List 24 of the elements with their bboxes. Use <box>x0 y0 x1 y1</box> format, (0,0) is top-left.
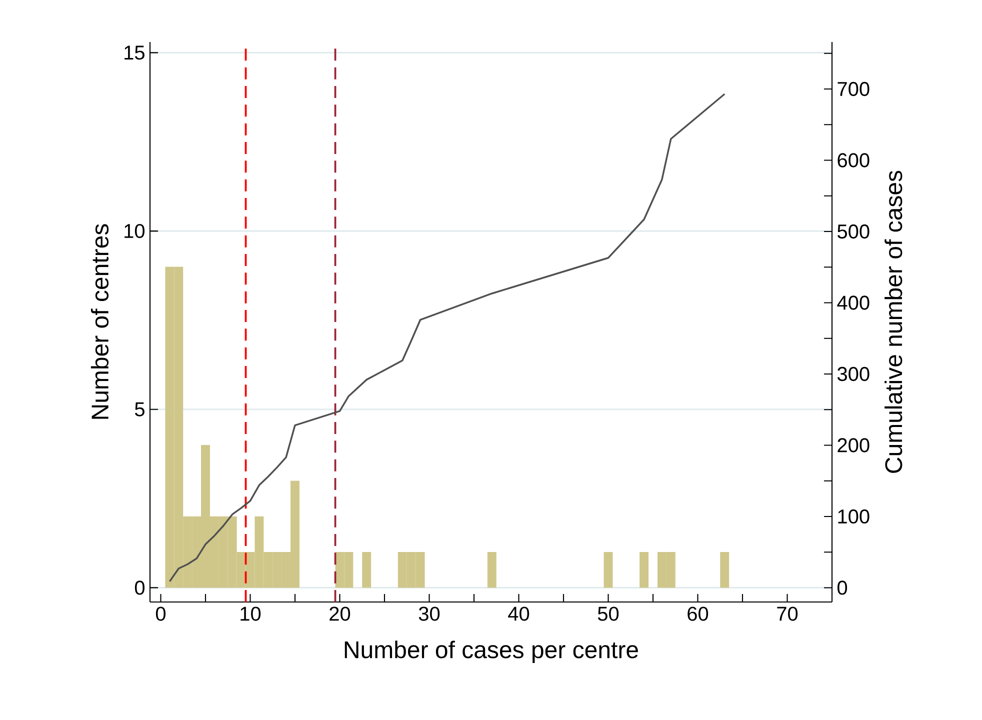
x-tick-label: 40 <box>508 606 530 621</box>
y2-tick-label: 0 <box>837 580 848 595</box>
x-tick-label: 60 <box>688 606 708 621</box>
y-tick-label: 5 <box>134 402 144 416</box>
x-tick-label: 30 <box>418 606 440 621</box>
y2-tick-label: 300 <box>837 366 870 382</box>
line-series <box>168 93 726 582</box>
y-axis-title: Number of centres <box>90 224 109 419</box>
y2-tick-label: 500 <box>838 224 870 239</box>
y-tick-label: 10 <box>124 224 144 238</box>
y2-tick-label: 200 <box>838 438 870 452</box>
y2-tick-label: 600 <box>838 153 870 168</box>
x-tick-label: 20 <box>330 606 350 621</box>
y2-tick-label: 100 <box>838 509 870 524</box>
y2-axis-title: Cumulative number of cases <box>884 170 902 473</box>
x-tick-label: 0 <box>156 606 166 621</box>
x-axis-title: Number of cases per centre <box>344 640 638 664</box>
y-tick-label: 0 <box>134 580 144 595</box>
y-tick-label: 15 <box>124 46 144 60</box>
y2-tick-label: 400 <box>837 296 870 310</box>
y2-tick-label: 700 <box>838 82 870 96</box>
x-tick-label: 10 <box>240 606 261 621</box>
x-tick-label: 50 <box>598 606 619 621</box>
x-tick-label: 70 <box>777 606 798 621</box>
